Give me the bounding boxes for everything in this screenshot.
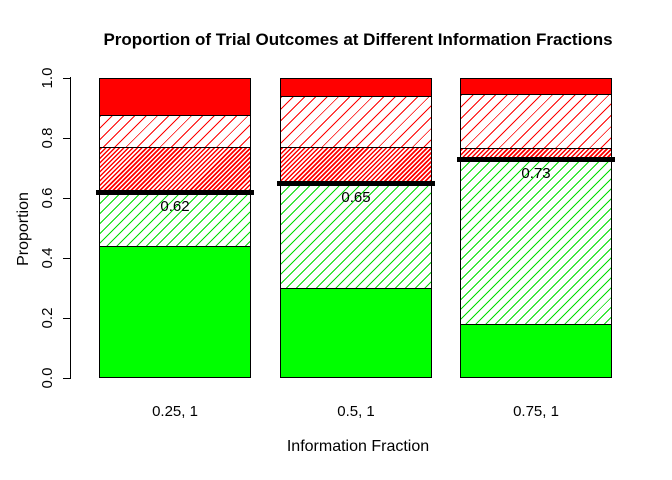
bar-segment-dense-hatched-red	[460, 148, 612, 159]
y-tick-mark	[63, 198, 71, 199]
bar-segment-solid-red	[99, 78, 251, 115]
threshold-value-label: 0.62	[160, 198, 190, 215]
y-tick-label: 0.8	[39, 127, 56, 149]
y-tick-label: 0.2	[39, 307, 56, 329]
x-category-label: 0.75, 1	[513, 403, 559, 420]
bar-segment-hatched-green	[280, 183, 432, 288]
bar-segment-hatched-red	[460, 94, 612, 148]
y-tick-mark	[63, 78, 71, 79]
y-tick-label: 0.4	[39, 247, 56, 269]
bar-segment-dense-hatched-red	[280, 147, 432, 183]
y-axis-line	[70, 77, 71, 379]
bar-segment-solid-green	[280, 288, 432, 378]
chart-title: Proportion of Trial Outcomes at Differen…	[103, 30, 613, 49]
bar-segment-solid-red	[460, 78, 612, 94]
y-tick-label: 0.0	[39, 367, 56, 389]
stacked-bar: 0.73	[457, 78, 615, 378]
x-axis-title: Information Fraction	[286, 438, 430, 455]
bar-segment-hatched-red	[99, 115, 251, 147]
threshold-line	[96, 190, 254, 195]
y-tick-label: 0.6	[39, 187, 56, 209]
bar-segment-dense-hatched-red	[99, 147, 251, 192]
threshold-value-label: 0.65	[341, 189, 371, 206]
threshold-value-label: 0.73	[521, 165, 551, 182]
y-tick-mark	[63, 258, 71, 259]
y-tick-mark	[63, 378, 71, 379]
bar-segment-hatched-green	[460, 159, 612, 324]
bar-segment-hatched-red	[280, 96, 432, 147]
bar-segment-solid-green	[99, 246, 251, 378]
y-axis-title: Proportion	[15, 192, 32, 266]
stacked-bar: 0.65	[277, 78, 435, 378]
bar-segment-solid-green	[460, 324, 612, 378]
y-tick-mark	[63, 318, 71, 319]
y-tick-label: 1.0	[39, 67, 56, 89]
stacked-bar: 0.62	[96, 78, 254, 378]
threshold-line	[277, 181, 435, 186]
x-category-label: 0.5, 1	[337, 403, 375, 420]
y-tick-mark	[63, 138, 71, 139]
bar-segment-solid-red	[280, 78, 432, 96]
x-category-label: 0.25, 1	[152, 403, 198, 420]
threshold-line	[457, 157, 615, 162]
